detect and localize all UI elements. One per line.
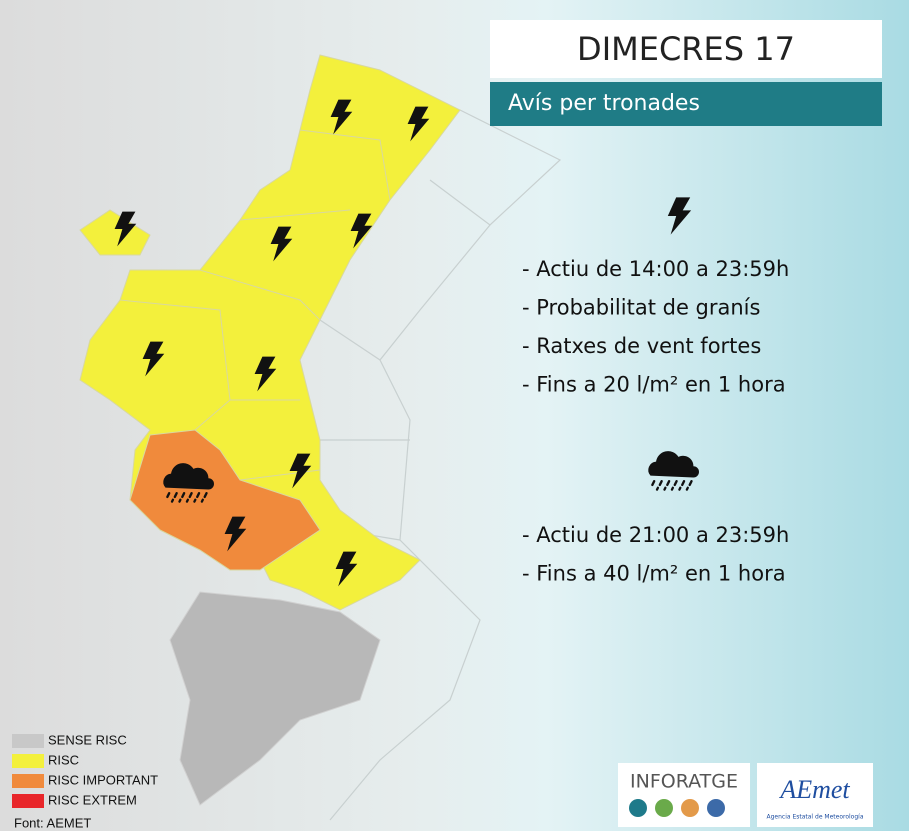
infographic: DIMECRES 17 Avís per tronades Font: AEME… [0,0,909,831]
inforatge-name: INFORATGE [630,771,738,793]
subtitle: Avís per tronades [508,91,700,116]
aemet-name: AEmet [778,775,850,804]
legend-swatch [12,774,44,788]
warning-item: - Probabilitat de granís [522,296,760,320]
warning-item: - Actiu de 14:00 a 23:59h [522,257,789,281]
warning-item: - Fins a 40 l/m² en 1 hora [522,562,786,586]
legend-label: RISC IMPORTANT [48,772,158,787]
legend-swatch [12,794,44,808]
legend-swatch [12,754,44,768]
legend-label: RISC [48,752,79,767]
title: DIMECRES 17 [577,30,795,68]
legend-label: SENSE RISC [48,732,127,747]
warning-item: - Ratxes de vent fortes [522,334,761,358]
warning-item: - Actiu de 21:00 a 23:59h [522,523,789,547]
source: Font: AEMET [14,815,91,830]
legend-label: RISC EXTREM [48,792,137,807]
legend-swatch [12,734,44,748]
aemet-caption: Agencia Estatal de Meteorología [767,814,864,821]
warning-item: - Fins a 20 l/m² en 1 hora [522,373,786,397]
